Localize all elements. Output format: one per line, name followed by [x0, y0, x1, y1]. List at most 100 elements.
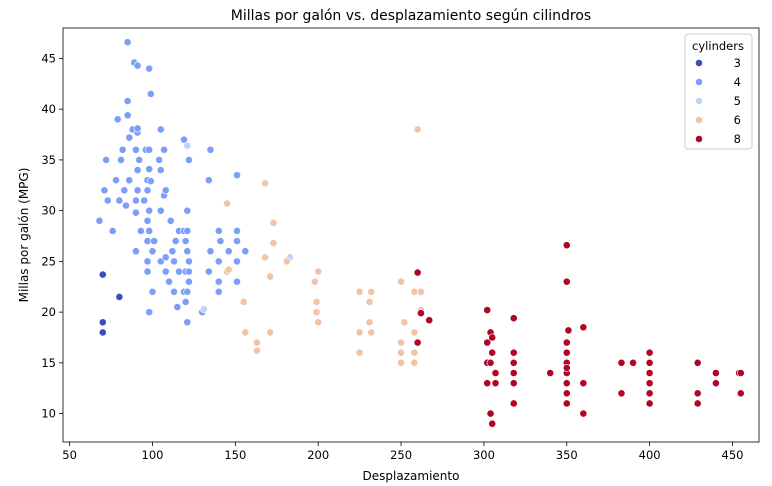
- legend-label: 5: [734, 94, 741, 108]
- legend-label: 8: [734, 132, 741, 146]
- data-point-8-cyl: [562, 389, 571, 398]
- data-point-6-cyl: [269, 239, 278, 248]
- x-tick-label: 250: [390, 448, 412, 462]
- data-point-6-cyl: [239, 298, 248, 306]
- data-point-4-cyl: [145, 227, 154, 235]
- x-tick-label: 100: [142, 448, 164, 462]
- data-point-8-cyl: [562, 379, 571, 388]
- data-point-8-cyl: [491, 369, 500, 377]
- data-point-4-cyl: [180, 135, 188, 144]
- data-point-4-cyl: [206, 145, 215, 154]
- data-point-4-cyl: [161, 253, 170, 262]
- data-point-4-cyl: [160, 145, 168, 154]
- data-point-4-cyl: [185, 277, 193, 286]
- data-point-8-cyl: [645, 369, 654, 377]
- data-point-4-cyl: [117, 156, 125, 164]
- data-point-6-cyl: [355, 287, 364, 296]
- data-point-5-cyl: [183, 141, 192, 150]
- legend-marker: [695, 135, 703, 143]
- data-point-4-cyl: [143, 186, 152, 195]
- data-point-4-cyl: [165, 277, 173, 286]
- data-point-8-cyl: [509, 399, 518, 408]
- x-tick-label: 200: [307, 448, 329, 462]
- plot-frame: [62, 27, 760, 443]
- data-point-4-cyl: [171, 237, 180, 245]
- data-point-4-cyl: [146, 90, 155, 98]
- data-point-4-cyl: [145, 308, 154, 317]
- data-point-6-cyl: [223, 199, 231, 208]
- data-point-4-cyl: [150, 237, 159, 245]
- data-point-4-cyl: [132, 145, 140, 154]
- data-point-3-cyl: [98, 270, 107, 279]
- data-point-4-cyl: [146, 177, 155, 186]
- data-point-4-cyl: [161, 267, 170, 276]
- data-point-6-cyl: [224, 265, 233, 274]
- data-point-4-cyl: [145, 145, 154, 154]
- data-point-8-cyl: [562, 364, 571, 372]
- data-point-4-cyl: [206, 247, 215, 256]
- data-point-4-cyl: [136, 227, 145, 235]
- data-point-8-cyl: [617, 358, 626, 367]
- x-tick-label: 450: [722, 448, 744, 462]
- data-point-8-cyl: [509, 379, 518, 388]
- y-tick-label: 20: [41, 305, 56, 319]
- data-point-4-cyl: [123, 38, 132, 47]
- plot-area: [95, 38, 745, 428]
- data-point-4-cyl: [145, 64, 154, 73]
- data-point-8-cyl: [736, 389, 745, 398]
- data-point-4-cyl: [241, 247, 250, 256]
- data-point-4-cyl: [133, 61, 142, 70]
- data-point-4-cyl: [214, 287, 223, 296]
- data-point-4-cyl: [125, 176, 134, 185]
- y-tick-label: 40: [41, 102, 56, 116]
- y-tick-label: 15: [41, 356, 56, 370]
- data-point-6-cyl: [266, 272, 275, 281]
- data-point-4-cyl: [233, 277, 241, 286]
- data-point-6-cyl: [400, 318, 409, 327]
- y-axis-label: Millas por galón (MPG): [17, 168, 31, 303]
- data-point-4-cyl: [145, 206, 154, 215]
- data-point-8-cyl: [564, 326, 573, 335]
- legend-title: cylinders: [692, 39, 744, 53]
- legend-marker: [695, 78, 703, 86]
- data-point-4-cyl: [214, 277, 223, 286]
- y-tick-label: 30: [41, 204, 56, 218]
- data-point-4-cyl: [145, 165, 154, 173]
- legend-label: 4: [734, 75, 741, 89]
- data-point-4-cyl: [181, 298, 190, 306]
- data-point-6-cyl: [410, 328, 419, 337]
- data-point-6-cyl: [261, 253, 270, 262]
- data-point-6-cyl: [365, 298, 374, 306]
- data-point-8-cyl: [736, 369, 745, 377]
- data-point-4-cyl: [143, 257, 152, 266]
- data-point-4-cyl: [166, 216, 175, 225]
- data-point-6-cyl: [261, 179, 270, 188]
- data-point-4-cyl: [170, 287, 178, 296]
- data-point-4-cyl: [173, 303, 182, 311]
- data-point-4-cyl: [133, 186, 142, 195]
- data-point-8-cyl: [483, 306, 492, 314]
- legend: cylinders 3 4 5 6 8: [684, 33, 753, 150]
- data-point-6-cyl: [355, 348, 364, 357]
- data-point-4-cyl: [185, 257, 193, 266]
- data-point-4-cyl: [148, 287, 157, 296]
- data-point-6-cyl: [367, 328, 376, 337]
- data-point-4-cyl: [143, 267, 152, 276]
- data-point-3-cyl: [98, 328, 107, 337]
- data-point-6-cyl: [252, 346, 261, 355]
- y-axis: 10 15 20 25 30 35 40 45: [41, 51, 63, 421]
- data-point-8-cyl: [509, 369, 518, 377]
- legend-items: 3 4 5 6 8: [695, 56, 741, 146]
- data-point-8-cyl: [509, 348, 518, 357]
- data-point-6-cyl: [397, 348, 405, 357]
- data-point-4-cyl: [156, 125, 165, 134]
- data-point-4-cyl: [113, 115, 122, 124]
- data-point-8-cyl: [483, 379, 492, 388]
- data-point-4-cyl: [140, 196, 149, 205]
- data-point-8-cyl: [486, 358, 495, 367]
- data-point-8-cyl: [488, 333, 497, 342]
- data-point-6-cyl: [410, 358, 419, 367]
- data-point-6-cyl: [397, 338, 405, 347]
- data-point-8-cyl: [509, 358, 518, 367]
- y-tick-label: 45: [41, 51, 56, 65]
